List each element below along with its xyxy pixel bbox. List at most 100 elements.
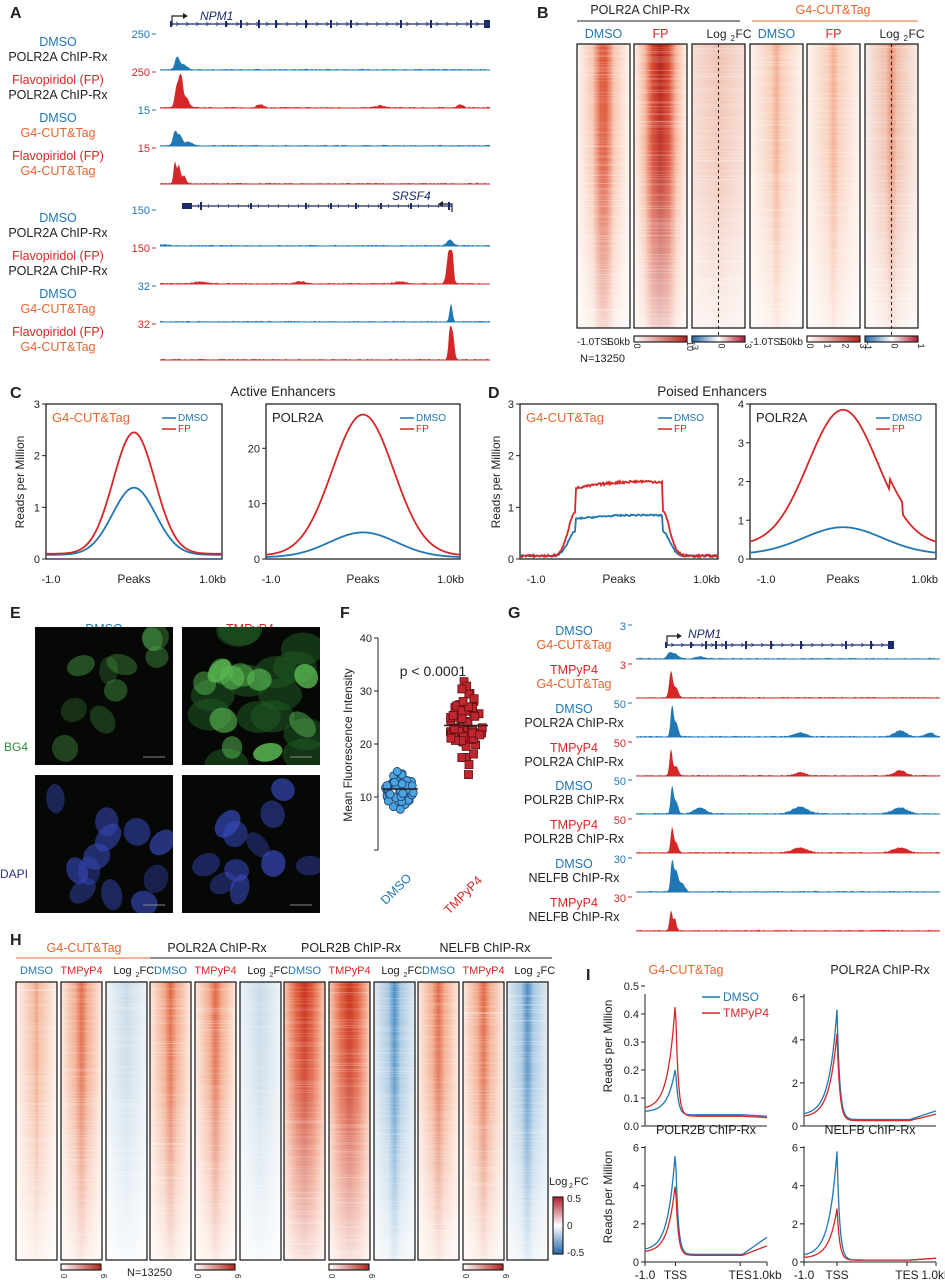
nucleus — [99, 656, 119, 685]
dmso-curve — [803, 1151, 937, 1261]
column-label: DMSO — [585, 27, 623, 41]
tmpyp4-point — [464, 770, 473, 779]
tss-arrowhead — [677, 633, 682, 639]
cytoplasm — [216, 627, 261, 647]
track-label-condition: DMSO — [555, 857, 593, 871]
track-label-condition: TMPyP4 — [550, 663, 598, 677]
signal-track — [636, 705, 940, 737]
tss-arrow — [440, 203, 453, 212]
strand-arrow — [355, 21, 360, 27]
plot-frame — [45, 403, 223, 560]
plot-title: POLR2A ChIP-Rx — [830, 963, 930, 977]
treatment-curve — [644, 1007, 768, 1119]
nucleus — [294, 663, 319, 689]
strand-arrow — [207, 203, 210, 209]
scale-tick: 6 — [367, 1274, 376, 1279]
heatmap-fade — [463, 982, 504, 1260]
column-label: TMPyP4 — [194, 965, 236, 977]
signal-track — [636, 860, 940, 892]
strand-arrow — [307, 203, 310, 209]
heatmap-border — [749, 43, 804, 329]
y-tick-label: 0.0 — [624, 1121, 639, 1133]
heatmap-fade — [240, 982, 281, 1260]
plot-title: NELFB ChIP-Rx — [825, 1123, 917, 1137]
nucleus — [60, 697, 87, 723]
strand-arrow — [435, 21, 440, 27]
heatmap-fade — [16, 982, 57, 1260]
signal-track — [636, 670, 940, 698]
x-tick-label: -1.0 — [635, 1268, 656, 1280]
x-tick-label: 1.0kb — [693, 574, 720, 586]
column-label: TMPyP4 — [462, 965, 504, 977]
tmpyp4-point — [475, 730, 485, 740]
row-label: BG4 — [4, 740, 28, 754]
strand-arrow — [337, 203, 340, 209]
nucleus — [83, 843, 111, 870]
nucleus — [149, 829, 173, 856]
column-label: DMSO — [288, 965, 321, 977]
micrograph — [182, 627, 320, 765]
nucleus — [143, 864, 169, 893]
track-label-assay: POLR2B ChIP-Rx — [524, 832, 625, 846]
exon — [715, 641, 717, 649]
strand-arrow — [205, 21, 210, 27]
x-axis-label: Peaks — [826, 572, 859, 586]
track-scale: 3 — [620, 660, 626, 672]
y-tick-label: 1 — [508, 502, 514, 514]
signal-track — [636, 910, 940, 931]
y-tick-label: 1 — [34, 502, 40, 514]
track-label-assay: POLR2A ChIP-Rx — [8, 88, 108, 102]
strand-arrow — [427, 203, 430, 209]
strand-arrow — [247, 203, 250, 209]
exon — [330, 20, 332, 28]
column-label: FC — [274, 965, 289, 977]
strand-arrow — [750, 642, 755, 648]
nucleus — [66, 857, 89, 884]
signal-track — [160, 326, 490, 360]
strand-arrow — [195, 21, 200, 27]
strand-arrow — [317, 203, 320, 209]
scale-tick: 6 — [233, 1274, 242, 1279]
strand-arrow — [740, 642, 745, 648]
color-scale — [806, 335, 861, 343]
plot-frame — [265, 403, 461, 560]
strand-arrow — [385, 21, 390, 27]
track-scale: 150 — [132, 243, 150, 255]
nucleus — [253, 742, 283, 762]
dmso-curve — [803, 1009, 937, 1121]
signal-track — [160, 130, 490, 146]
scale-tick: 10 — [685, 341, 695, 351]
column-label: Log — [879, 27, 899, 41]
exon — [305, 203, 307, 209]
row-label: DAPI — [0, 867, 28, 881]
strand-arrow — [780, 642, 785, 648]
group-label: POLR2A ChIP-Rx — [590, 3, 690, 17]
scale-tick: -1 — [863, 342, 873, 350]
track-label-condition: Flavopiridol (FP) — [12, 249, 104, 263]
fc-color-scale — [552, 1196, 564, 1255]
x-tick-label: 1.0kb — [921, 1268, 945, 1280]
x-tick-label: -1.0 — [42, 574, 61, 586]
y-tick-label: 3 — [508, 399, 514, 411]
x-tick-label: -1.0 — [527, 574, 546, 586]
heatmap-fade — [106, 982, 147, 1260]
track-label-condition: TMPyP4 — [550, 818, 598, 832]
exon — [305, 20, 307, 28]
strand-arrow — [265, 21, 270, 27]
heatmap-fade — [329, 982, 370, 1260]
signal-track — [160, 56, 490, 70]
exon — [350, 20, 352, 28]
color-scale — [462, 1263, 504, 1271]
n-count: N=13250 — [127, 1267, 172, 1279]
y-tick-label: 6 — [792, 992, 798, 1004]
group-label: POLR2A ChIP-Rx — [167, 941, 267, 955]
heatmap-fade — [61, 982, 102, 1260]
track-label-condition: Flavopiridol (FP) — [12, 325, 104, 339]
legend-label: DMSO — [723, 990, 759, 1004]
track-scale: 250 — [132, 29, 150, 41]
track-label-condition: Flavopiridol (FP) — [12, 149, 104, 163]
exon — [690, 642, 692, 648]
track-label-condition: DMSO — [39, 211, 77, 225]
dmso-point — [390, 777, 399, 787]
tmpyp4-point — [448, 711, 458, 720]
